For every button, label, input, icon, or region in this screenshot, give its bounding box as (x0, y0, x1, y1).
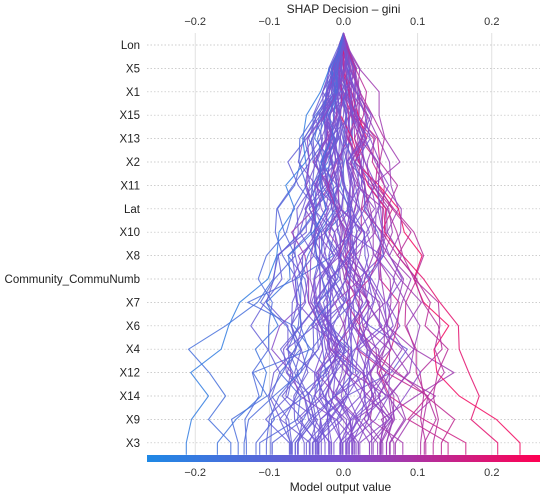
decision-lines (185, 32, 521, 455)
decision-line (305, 32, 345, 455)
decision-line (342, 32, 401, 455)
feature-label: X3 (126, 438, 140, 450)
feature-label: X15 (120, 110, 140, 122)
feature-label: Lat (124, 204, 141, 216)
x-tick-label-bottom: −0.1 (258, 467, 280, 479)
decision-line (244, 32, 345, 455)
decision-line (337, 32, 499, 455)
x-tick-label-bottom: 0.0 (336, 467, 351, 479)
decision-line (255, 32, 345, 455)
decision-line (279, 32, 345, 455)
feature-label: X6 (126, 321, 140, 333)
x-axis-title: Model output value (290, 480, 392, 494)
decision-line (250, 32, 345, 455)
x-tick-label-bottom: 0.2 (484, 467, 499, 479)
decision-line (314, 32, 358, 455)
feature-label: X12 (120, 368, 140, 380)
colorbar (147, 455, 540, 462)
x-tick-label-bottom: 0.1 (410, 467, 425, 479)
decision-line (316, 32, 368, 455)
feature-label: X2 (126, 157, 140, 169)
x-tick-label-top: 0.2 (484, 16, 499, 28)
decision-line (321, 32, 371, 455)
decision-line (342, 32, 445, 455)
decision-line (319, 32, 353, 455)
decision-line (342, 32, 403, 455)
decision-line (313, 32, 362, 455)
decision-line (333, 32, 374, 455)
feature-label: Community_CommuNumb (5, 274, 140, 286)
decision-line (185, 32, 345, 455)
decision-line (342, 32, 456, 455)
decision-line (315, 32, 375, 455)
decision-line (291, 32, 345, 455)
feature-label: X1 (126, 87, 140, 99)
feature-label: X14 (120, 391, 141, 403)
decision-line (342, 32, 387, 455)
decision-line (331, 32, 358, 455)
feature-label: X8 (126, 251, 140, 263)
decision-line (326, 32, 370, 455)
feature-label: X13 (120, 134, 140, 146)
label-layer: Lon X5 X1 X15 X13 X2 X11 Lat X10 X8 Community_Comm… (5, 16, 500, 479)
x-tick-label-top: 0.1 (410, 16, 425, 28)
feature-label: Lon (121, 40, 140, 52)
feature-label: X4 (126, 344, 141, 356)
x-tick-label-top: 0.0 (336, 16, 351, 28)
x-tick-label-top: −0.2 (184, 16, 206, 28)
decision-line (333, 32, 388, 455)
feature-label: X7 (126, 297, 140, 309)
decision-line (305, 32, 359, 455)
x-tick-label-bottom: −0.2 (184, 467, 206, 479)
feature-label: X5 (126, 63, 140, 75)
decision-line (291, 32, 345, 455)
decision-line (342, 32, 409, 455)
feature-label: X9 (126, 414, 140, 426)
feature-label: X10 (120, 227, 140, 239)
decision-line (312, 32, 372, 455)
decision-line (342, 32, 449, 455)
decision-line (285, 32, 352, 455)
x-tick-label-top: −0.1 (258, 16, 280, 28)
chart-title: SHAP Decision – gini (287, 2, 401, 16)
feature-label: X11 (120, 180, 140, 192)
